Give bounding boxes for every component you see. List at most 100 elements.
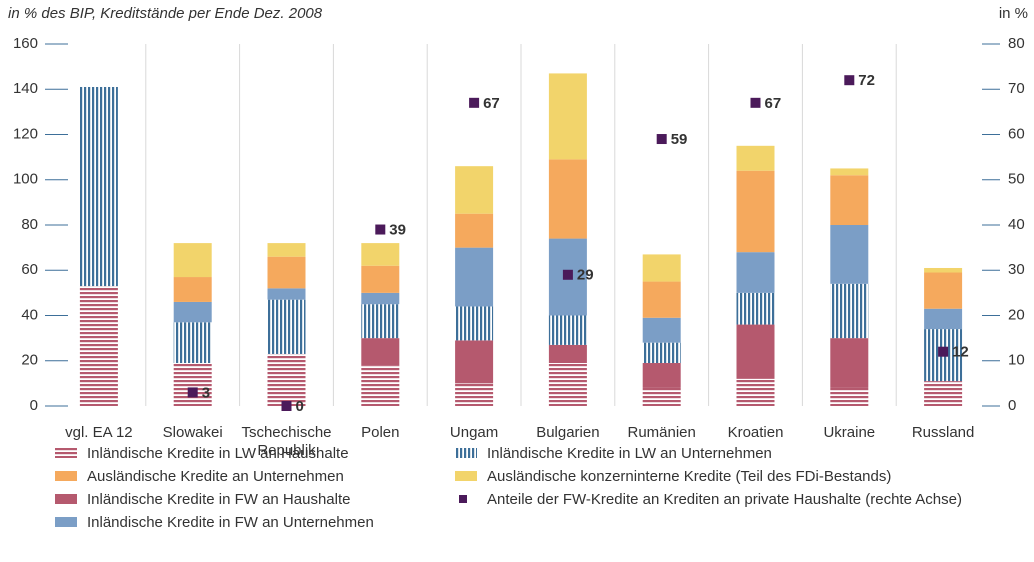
- data-label: 0: [296, 398, 304, 415]
- bar-segment: [642, 317, 681, 343]
- legend-label: Inländische Kredite in FW an Haushalte: [87, 491, 350, 508]
- legend-swatch: [55, 471, 77, 481]
- data-label: 59: [671, 131, 688, 148]
- y2-tick-label: 20: [1008, 306, 1025, 323]
- bar-segment: [267, 243, 306, 257]
- bar-segment: [924, 272, 963, 309]
- bar-segment: [173, 322, 212, 364]
- bar-segment: [361, 338, 400, 366]
- legend-label: Inländische Kredite in LW an Haushalte: [87, 445, 349, 462]
- y-tick-label: 140: [13, 80, 38, 97]
- bar-segment: [736, 145, 775, 171]
- bar-segment: [830, 338, 869, 388]
- y-tick-label: 40: [21, 306, 38, 323]
- y2-tick-label: 30: [1008, 261, 1025, 278]
- bar-segment: [642, 254, 681, 282]
- bar-segment: [361, 292, 400, 305]
- bar-segment: [736, 378, 775, 406]
- y2-tick-label: 50: [1008, 171, 1025, 188]
- bar-segment: [361, 265, 400, 293]
- y2-tick-label: 70: [1008, 80, 1025, 97]
- bar-segment: [736, 252, 775, 293]
- legend-label: Anteile der FW-Kredite an Krediten an pr…: [487, 491, 962, 508]
- legend-swatch: [459, 495, 467, 503]
- bar-segment: [361, 365, 400, 406]
- data-label: 3: [202, 384, 210, 401]
- bar-segment: [736, 170, 775, 253]
- bar-segment: [548, 363, 587, 406]
- y-tick-label: 100: [13, 171, 38, 188]
- data-label: 72: [858, 72, 875, 89]
- bar-segment: [79, 286, 118, 406]
- x-tick-label: Tschechische Republik: [241, 424, 332, 459]
- legend-swatch: [55, 517, 77, 527]
- y-tick-label: 60: [21, 261, 38, 278]
- bar-segment: [455, 247, 494, 307]
- y-tick-label: 160: [13, 35, 38, 52]
- y2-tick-label: 60: [1008, 125, 1025, 142]
- bar-segment: [173, 277, 212, 302]
- bar-segment: [361, 243, 400, 266]
- data-label: 39: [389, 221, 406, 238]
- data-label: 12: [952, 344, 969, 361]
- bar-segment: [455, 306, 494, 341]
- bar-segment: [173, 243, 212, 278]
- legend-swatch: [455, 448, 477, 458]
- legend-label: Ausländische Kredite an Unternehmen: [87, 468, 344, 485]
- scatter-point: [656, 134, 667, 145]
- bar-segment: [267, 256, 306, 289]
- bar-segment: [736, 292, 775, 325]
- x-tick-label: Bulgarien: [536, 424, 600, 441]
- x-tick-label: vgl. EA 12: [65, 424, 133, 441]
- bar-segment: [548, 344, 587, 364]
- bar-segment: [548, 315, 587, 345]
- legend-label: Inländische Kredite in LW an Unternehmen: [487, 445, 772, 462]
- bar-segment: [455, 213, 494, 248]
- bar-segment: [79, 86, 118, 287]
- legend-swatch: [55, 494, 77, 504]
- y2-tick-label: 40: [1008, 216, 1025, 233]
- bar-segment: [830, 387, 869, 406]
- bar-segment: [361, 304, 400, 339]
- legend-label: Inländische Kredite in FW an Unternehmen: [87, 514, 374, 531]
- bar-segment: [924, 308, 963, 330]
- bar-segment: [830, 283, 869, 339]
- bar-segment: [642, 281, 681, 318]
- bar-segment: [548, 73, 587, 160]
- y2-tick-label: 10: [1008, 352, 1025, 369]
- bar-segment: [173, 363, 212, 406]
- bar-segment: [924, 267, 963, 273]
- bar-segment: [642, 342, 681, 364]
- bar-segment: [830, 175, 869, 225]
- x-tick-label: Ukraine: [823, 424, 876, 441]
- scatter-point: [562, 269, 573, 280]
- scatter-point: [375, 224, 386, 235]
- legend-label: Ausländische konzerninterne Kredite (Tei…: [487, 468, 891, 485]
- data-label: 67: [765, 95, 782, 112]
- bar-segment: [642, 387, 681, 406]
- data-label: 29: [577, 267, 594, 284]
- bar-segment: [455, 383, 494, 406]
- x-tick-label: Ungam: [449, 424, 499, 441]
- bar-segment: [924, 381, 963, 406]
- chart-title: in % des BIP, Kreditstände per Ende Dez.…: [8, 5, 323, 22]
- bar-segment: [267, 299, 306, 354]
- scatter-point: [844, 75, 855, 86]
- scatter-point: [281, 401, 292, 411]
- x-tick-label: Kroatien: [727, 424, 784, 441]
- legend-swatch: [55, 448, 77, 458]
- bar-segment: [736, 324, 775, 379]
- y-tick-label: 80: [21, 216, 38, 233]
- data-label: 67: [483, 95, 500, 112]
- x-tick-label: Rumänien: [627, 424, 696, 441]
- bar-segment: [642, 363, 681, 388]
- y-tick-label: 20: [21, 352, 38, 369]
- y2-axis-label: in %: [999, 5, 1028, 22]
- scatter-point: [187, 387, 198, 398]
- legend-swatch: [455, 471, 477, 481]
- scatter-point: [750, 97, 761, 108]
- bar-segment: [267, 288, 306, 300]
- y-tick-label: 120: [13, 125, 38, 142]
